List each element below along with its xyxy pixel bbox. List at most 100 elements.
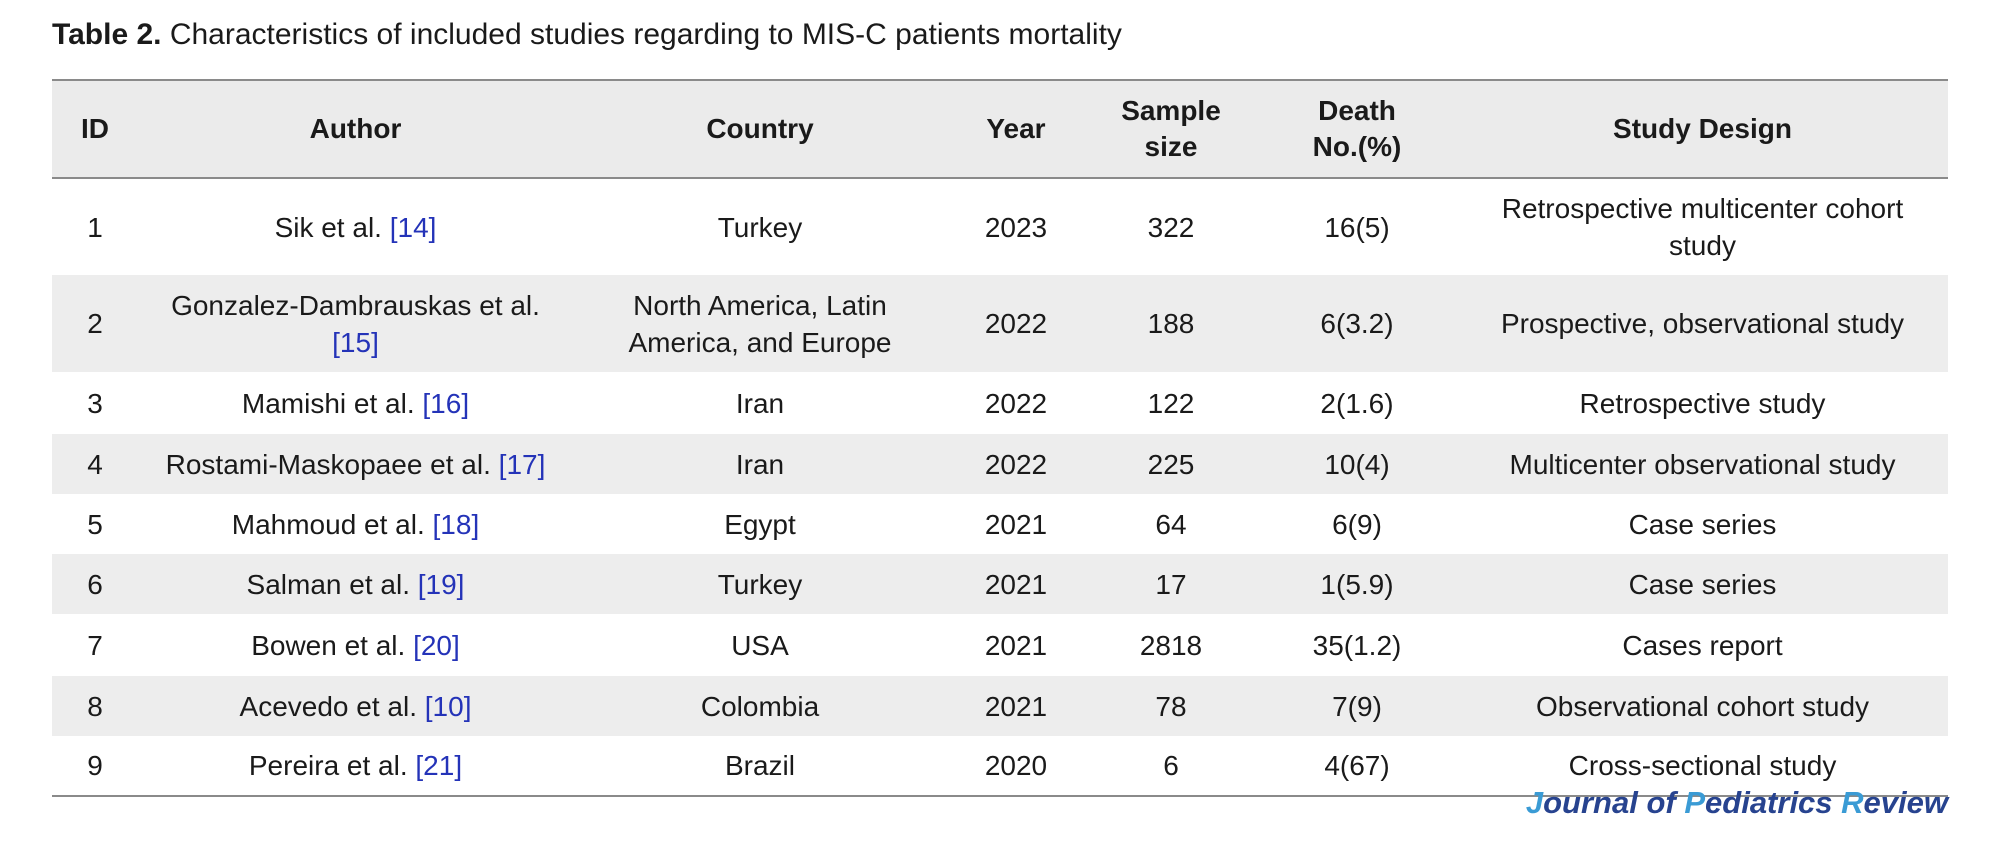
cell-death: 2(1.6) — [1320, 387, 1394, 419]
cell-sample-size: 6 — [1163, 750, 1179, 781]
author-name: Sik et al. — [274, 211, 390, 243]
cell-sample-size: 17 — [1155, 568, 1187, 600]
table-row: 9 Pereira et al. [21] Brazil 2020 6 4(67) Cros… — [52, 736, 1948, 796]
cell-sample-size: 2818 — [1139, 629, 1203, 661]
table-row: 6 Salman et al. [19] Turkey 2021 17 1(5.9) Cas… — [52, 554, 1948, 614]
cell-year: 2021 — [984, 629, 1048, 661]
cell-id: 4 — [87, 448, 103, 480]
table-title: Characteristics of included studies rega… — [169, 18, 1122, 51]
table-label: Table 2. — [52, 18, 162, 51]
table-row: 3 Mamishi et al. [16] Iran 2022 122 2(1.6) Ret… — [52, 372, 1948, 434]
cell-death: 6(9) — [1332, 508, 1382, 540]
author-name: Rostami-Maskopaee et al. — [165, 448, 499, 480]
cell-study-design: Case series — [1628, 508, 1777, 540]
cell-sample-size: 322 — [1147, 211, 1195, 243]
header-country: Country — [706, 113, 814, 144]
cell-id: 1 — [87, 211, 103, 243]
cell-death: 35(1.2) — [1312, 629, 1402, 661]
author-name: Mahmoud et al. — [231, 508, 433, 540]
table-row: 2 Gonzalez-Dambrauskas et al. [15] North A… — [52, 275, 1948, 372]
journal-logo-eview: eview — [1863, 785, 1948, 820]
cell-author: Gonzalez-Dambrauskas et al. [15] — [138, 275, 573, 372]
cell-sample-size: 122 — [1147, 387, 1195, 419]
cell-author: Pereira et al. [21] — [138, 736, 573, 796]
header-study-design: Study Design — [1613, 113, 1792, 144]
cell-study-design: Multicenter observational study — [1509, 448, 1896, 480]
cell-author: Rostami-Maskopaee et al. [17] — [138, 434, 573, 494]
studies-table: ID Author Country Year Sample size Death N… — [52, 79, 1948, 797]
reference-link[interactable]: [21] — [415, 750, 463, 781]
header-sample-line2: size — [1144, 131, 1198, 162]
reference-link[interactable]: [17] — [498, 448, 546, 480]
author-name: Bowen et al. — [251, 629, 414, 661]
cell-study-design: Retrospective multicenter cohort study — [1501, 193, 1904, 261]
cell-country: Iran — [735, 387, 785, 419]
journal-logo-p: P — [1684, 785, 1706, 820]
cell-year: 2021 — [984, 690, 1048, 722]
cell-id: 8 — [87, 690, 103, 722]
cell-country: Egypt — [724, 508, 796, 540]
cell-death: 6(3.2) — [1320, 308, 1394, 339]
header-id: ID — [81, 113, 109, 144]
cell-year: 2023 — [984, 211, 1048, 243]
cell-death: 1(5.9) — [1320, 568, 1394, 600]
cell-death: 10(4) — [1324, 448, 1390, 480]
table-row: 5 Mahmoud et al. [18] Egypt 2021 64 6(9) Case … — [52, 494, 1948, 554]
cell-year: 2022 — [984, 448, 1048, 480]
author-name: Pereira et al. — [248, 750, 416, 781]
cell-country: North America, Latin America, and Europe — [628, 289, 892, 358]
cell-year: 2021 — [984, 568, 1048, 600]
cell-year: 2020 — [984, 750, 1048, 781]
cell-study-design: Prospective, observational study — [1500, 308, 1905, 339]
table-row: 1 Sik et al. [14] Turkey 2023 322 16(5) Retros… — [52, 178, 1948, 275]
reference-link[interactable]: [16] — [422, 387, 470, 419]
table-row: 7 Bowen et al. [20] USA 2021 2818 35(1.2) Case… — [52, 614, 1948, 676]
reference-link[interactable]: [19] — [417, 568, 465, 600]
cell-id: 9 — [87, 750, 103, 781]
cell-year: 2022 — [984, 308, 1048, 339]
reference-link[interactable]: [14] — [389, 211, 437, 243]
author-name: Acevedo et al. — [239, 690, 425, 722]
cell-id: 5 — [87, 508, 103, 540]
reference-link[interactable]: [15] — [332, 326, 379, 358]
cell-country: Turkey — [717, 568, 803, 600]
cell-country: USA — [731, 629, 789, 661]
header-death: Death No.(%) — [1257, 80, 1457, 178]
cell-id: 2 — [87, 308, 103, 339]
cell-id: 3 — [87, 387, 103, 419]
author-name: Salman et al. — [246, 568, 418, 600]
reference-link[interactable]: [20] — [413, 629, 460, 661]
cell-sample-size: 64 — [1155, 508, 1187, 540]
table-caption: Table 2. Characteristics of included stu… — [52, 18, 1122, 52]
header-sample-size: Sample size — [1085, 80, 1257, 178]
cell-study-design: Cases report — [1622, 629, 1783, 661]
cell-author: Salman et al. [19] — [138, 554, 573, 614]
cell-year: 2022 — [984, 387, 1048, 419]
cell-study-design: Case series — [1628, 568, 1777, 600]
cell-id: 7 — [87, 629, 103, 661]
cell-country: Brazil — [724, 750, 795, 781]
cell-author: Mahmoud et al. [18] — [138, 494, 573, 554]
header-author: Author — [309, 113, 402, 144]
cell-year: 2021 — [984, 508, 1048, 540]
cell-sample-size: 78 — [1155, 690, 1187, 722]
journal-logo-ediatrics: ediatrics — [1705, 785, 1842, 820]
cell-study-design: Cross-sectional study — [1568, 750, 1837, 781]
cell-study-design: Retrospective study — [1579, 387, 1826, 419]
cell-death: 4(67) — [1324, 750, 1390, 781]
header-death-line2: No.(%) — [1312, 131, 1402, 162]
cell-sample-size: 225 — [1147, 448, 1195, 480]
journal-logo-ournal: ournal of — [1543, 785, 1685, 820]
cell-id: 6 — [87, 568, 103, 600]
cell-author: Acevedo et al. [10] — [138, 676, 573, 736]
reference-link[interactable]: [18] — [432, 508, 480, 540]
header-death-line1: Death — [1318, 95, 1396, 126]
table-row: 4 Rostami-Maskopaee et al. [17] Iran 2022 22… — [52, 434, 1948, 494]
cell-country: Iran — [735, 448, 785, 480]
author-name: Mamishi et al. — [241, 387, 423, 419]
table-row: 8 Acevedo et al. [10] Colombia 2021 78 7(9) Ob… — [52, 676, 1948, 736]
journal-logo: Journal of Pediatrics Review — [1526, 785, 1948, 821]
header-sample-line1: Sample — [1121, 95, 1221, 126]
header-row: ID Author Country Year Sample size Death N… — [52, 80, 1948, 178]
reference-link[interactable]: [10] — [424, 690, 472, 722]
